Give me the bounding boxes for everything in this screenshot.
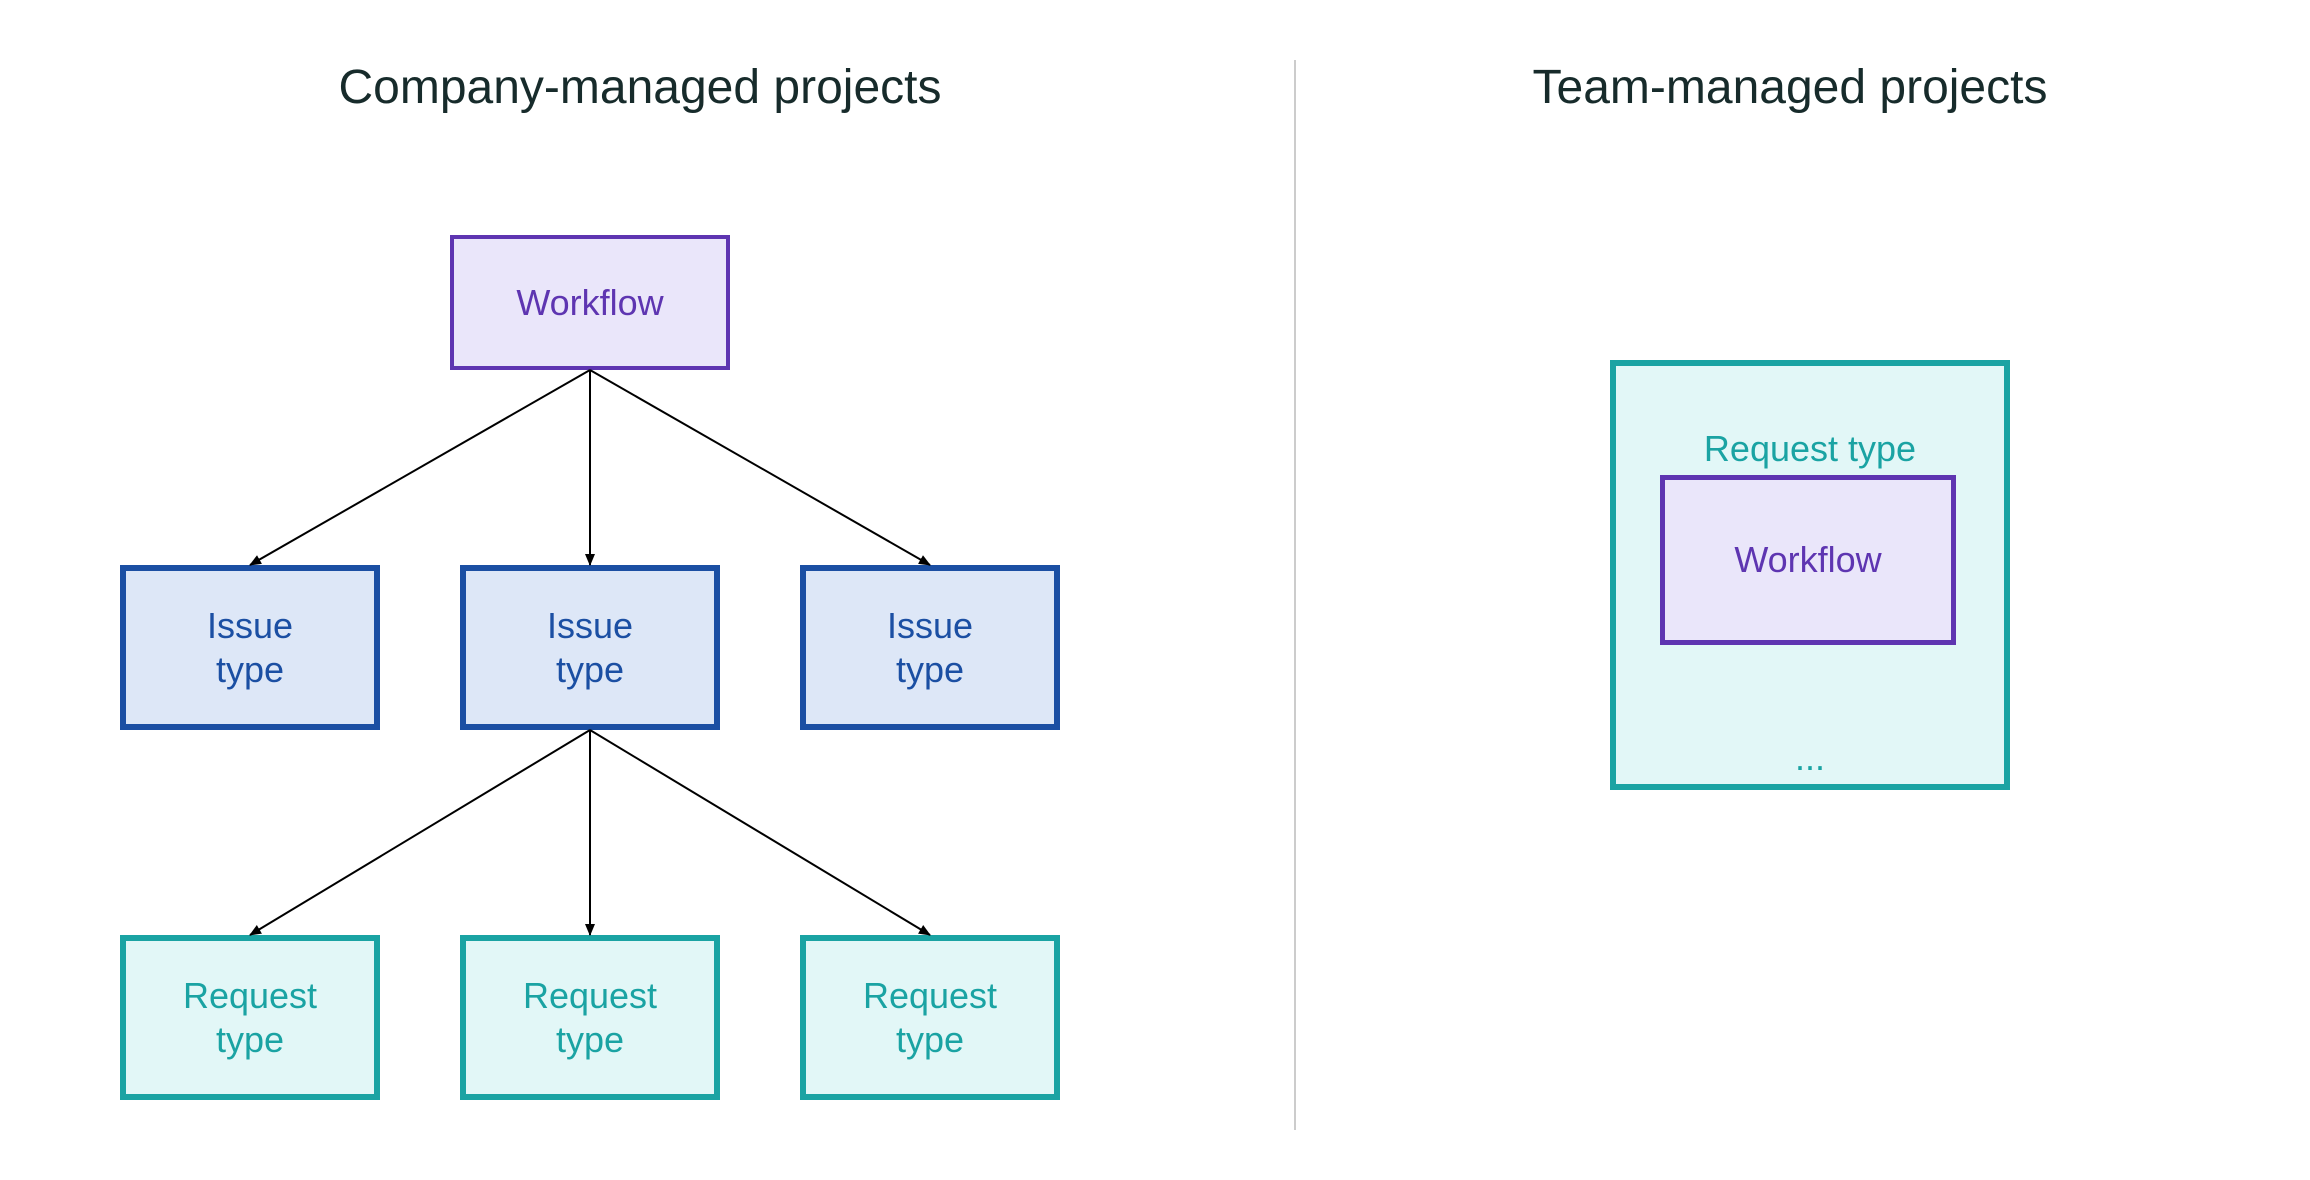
request-type-node-2-label: Request type xyxy=(523,974,657,1060)
request-type-node-3-label: Request type xyxy=(863,974,997,1060)
issue-type-node-2: Issue type xyxy=(460,565,720,730)
issue-type-node-3: Issue type xyxy=(800,565,1060,730)
issue-type-node-3-label: Issue type xyxy=(887,604,973,690)
workflow-node-label: Workflow xyxy=(516,281,663,324)
arrow-issue2-to-request3 xyxy=(590,730,930,935)
arrow-workflow-to-issue1 xyxy=(250,370,590,565)
workflow-node: Workflow xyxy=(450,235,730,370)
right-panel-title: Team-managed projects xyxy=(0,60,2310,115)
arrow-workflow-to-issue3 xyxy=(590,370,930,565)
nested-workflow-node: Workflow xyxy=(1660,475,1956,645)
nested-workflow-node-label: Workflow xyxy=(1734,538,1881,581)
request-type-container-ellipsis: ... xyxy=(1616,736,2004,779)
issue-type-node-2-label: Issue type xyxy=(547,604,633,690)
request-type-node-2: Request type xyxy=(460,935,720,1100)
request-type-node-1: Request type xyxy=(120,935,380,1100)
request-type-container-label: Request type xyxy=(1616,427,2004,470)
arrow-issue2-to-request1 xyxy=(250,730,590,935)
issue-type-node-1-label: Issue type xyxy=(207,604,293,690)
request-type-node-1-label: Request type xyxy=(183,974,317,1060)
issue-type-node-1: Issue type xyxy=(120,565,380,730)
vertical-divider xyxy=(1294,60,1296,1130)
request-type-node-3: Request type xyxy=(800,935,1060,1100)
right-panel-title-text: Team-managed projects xyxy=(1533,61,2048,114)
